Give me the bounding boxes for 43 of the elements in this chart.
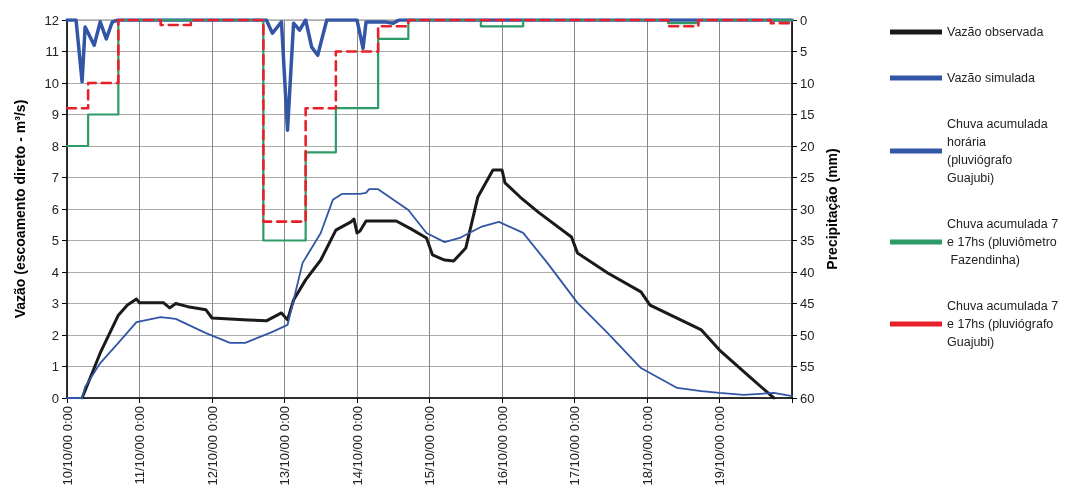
x-tick-label: 19/10/00 0:00 <box>712 406 727 486</box>
y-tick-label: 9 <box>51 107 59 122</box>
legend-label: Chuva acumulada 7 e 17hs (pluviógrafo Guajubi) <box>947 299 1062 349</box>
x-tick-label: 14/10/00 0:00 <box>349 406 365 486</box>
legend-label: Vazão observada <box>947 25 1044 39</box>
y2-tick-label: 35 <box>800 233 815 248</box>
y2-tick-label: 5 <box>800 44 808 59</box>
y2-tick-label: 0 <box>800 12 808 28</box>
x-tick-label: 13/10/00 0:00 <box>277 406 292 486</box>
y2-tick-label: 10 <box>800 75 815 91</box>
y-tick-label: 2 <box>51 327 59 343</box>
legend-label: Chuva acumulada horária (pluviógrafo Guajubi) <box>947 117 1052 185</box>
x-tick-label: 15/10/00 0:00 <box>422 406 437 486</box>
y2-tick-label: 60 <box>800 390 815 406</box>
x-tick-label: 11/10/00 0:00 <box>132 406 147 485</box>
y-tick-label: 3 <box>51 296 59 311</box>
y-tick-label: 1 <box>51 359 59 374</box>
y2-tick-label: 55 <box>800 359 815 374</box>
x-tick-label: 10/10/00 0:00 <box>59 406 75 486</box>
x-tick-label: 16/10/00 0:00 <box>494 406 510 486</box>
y-tick-label: 7 <box>51 170 59 185</box>
x-tick-label: 12/10/00 0:00 <box>204 406 220 486</box>
y2-tick-label: 50 <box>800 327 815 343</box>
y2-tick-label: 20 <box>800 138 815 154</box>
y-tick-label: 0 <box>51 390 59 406</box>
legend-label: Vazão simulada <box>947 71 1036 85</box>
y2-tick-label: 45 <box>800 296 815 311</box>
y2-tick-label: 40 <box>800 264 815 280</box>
y2-tick-label: 25 <box>800 170 815 185</box>
y-axis-title: Vazão (escoamento direto - m³/s) <box>12 99 28 319</box>
y-tick-label: 8 <box>51 138 59 154</box>
legend-label: Chuva acumulada 7 e 17hs (pluviômetro Fazendinha) <box>947 217 1062 267</box>
y-tick-label: 11 <box>45 44 59 59</box>
x-tick-label: 17/10/00 0:00 <box>567 406 582 486</box>
x-tick-label: 18/10/00 0:00 <box>639 406 655 486</box>
y-tick-label: 5 <box>51 233 59 248</box>
y-tick-label: 10 <box>44 75 59 91</box>
y2-tick-label: 30 <box>800 201 815 217</box>
y-tick-label: 4 <box>51 264 59 280</box>
y-tick-label: 12 <box>44 12 59 28</box>
y2-tick-label: 15 <box>800 107 815 122</box>
y-tick-label: 6 <box>51 201 59 217</box>
y2-axis-title: Precipitação (mm) <box>824 148 841 270</box>
